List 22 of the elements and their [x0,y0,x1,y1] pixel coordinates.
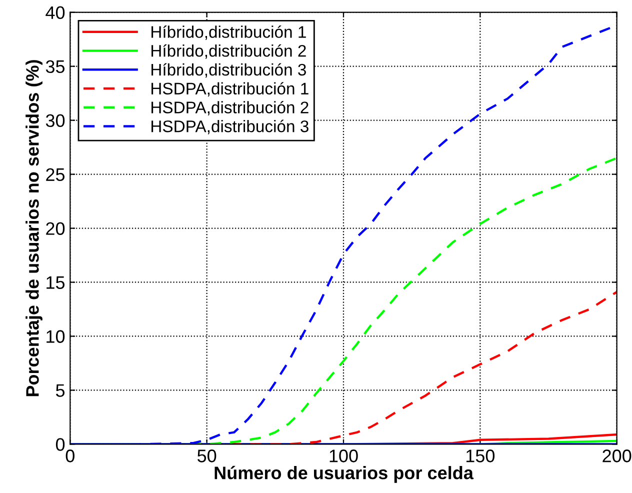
x-tick-label: 50 [198,450,216,462]
legend-label: HSDPA,distribución 1 [152,82,308,96]
y-tick-label: 5 [56,384,65,397]
legend-label: HSDPA,distribución 2 [152,100,308,116]
x-tick-label: 150 [466,450,495,462]
y-tick-label: 15 [46,276,65,289]
y-tick-label: 35 [46,60,65,74]
y-tick-label: 20 [46,222,65,235]
y-tick-label: 0 [56,438,65,451]
y-tick-label: 25 [46,168,65,181]
y-tick-label: 10 [46,330,65,343]
legend-label: Híbrido,distribución 1 [152,25,306,40]
x-tick-label: 200 [602,450,632,462]
y-tick-label: 30 [46,114,65,128]
legend-label: HSDPA,distribución 3 [152,120,308,134]
x-tick-label: 100 [330,450,358,462]
legend-label: Híbrido,distribución 2 [152,44,306,59]
y-tick-label: 40 [46,6,65,20]
x-tick-label: 0 [66,450,74,462]
y-axis-title: Porcentaje de usuarios no servidos (%) [26,60,42,396]
legend-label: Híbrido,distribución 3 [152,63,306,78]
x-axis-title: Número de usuarios por celda [214,466,474,483]
